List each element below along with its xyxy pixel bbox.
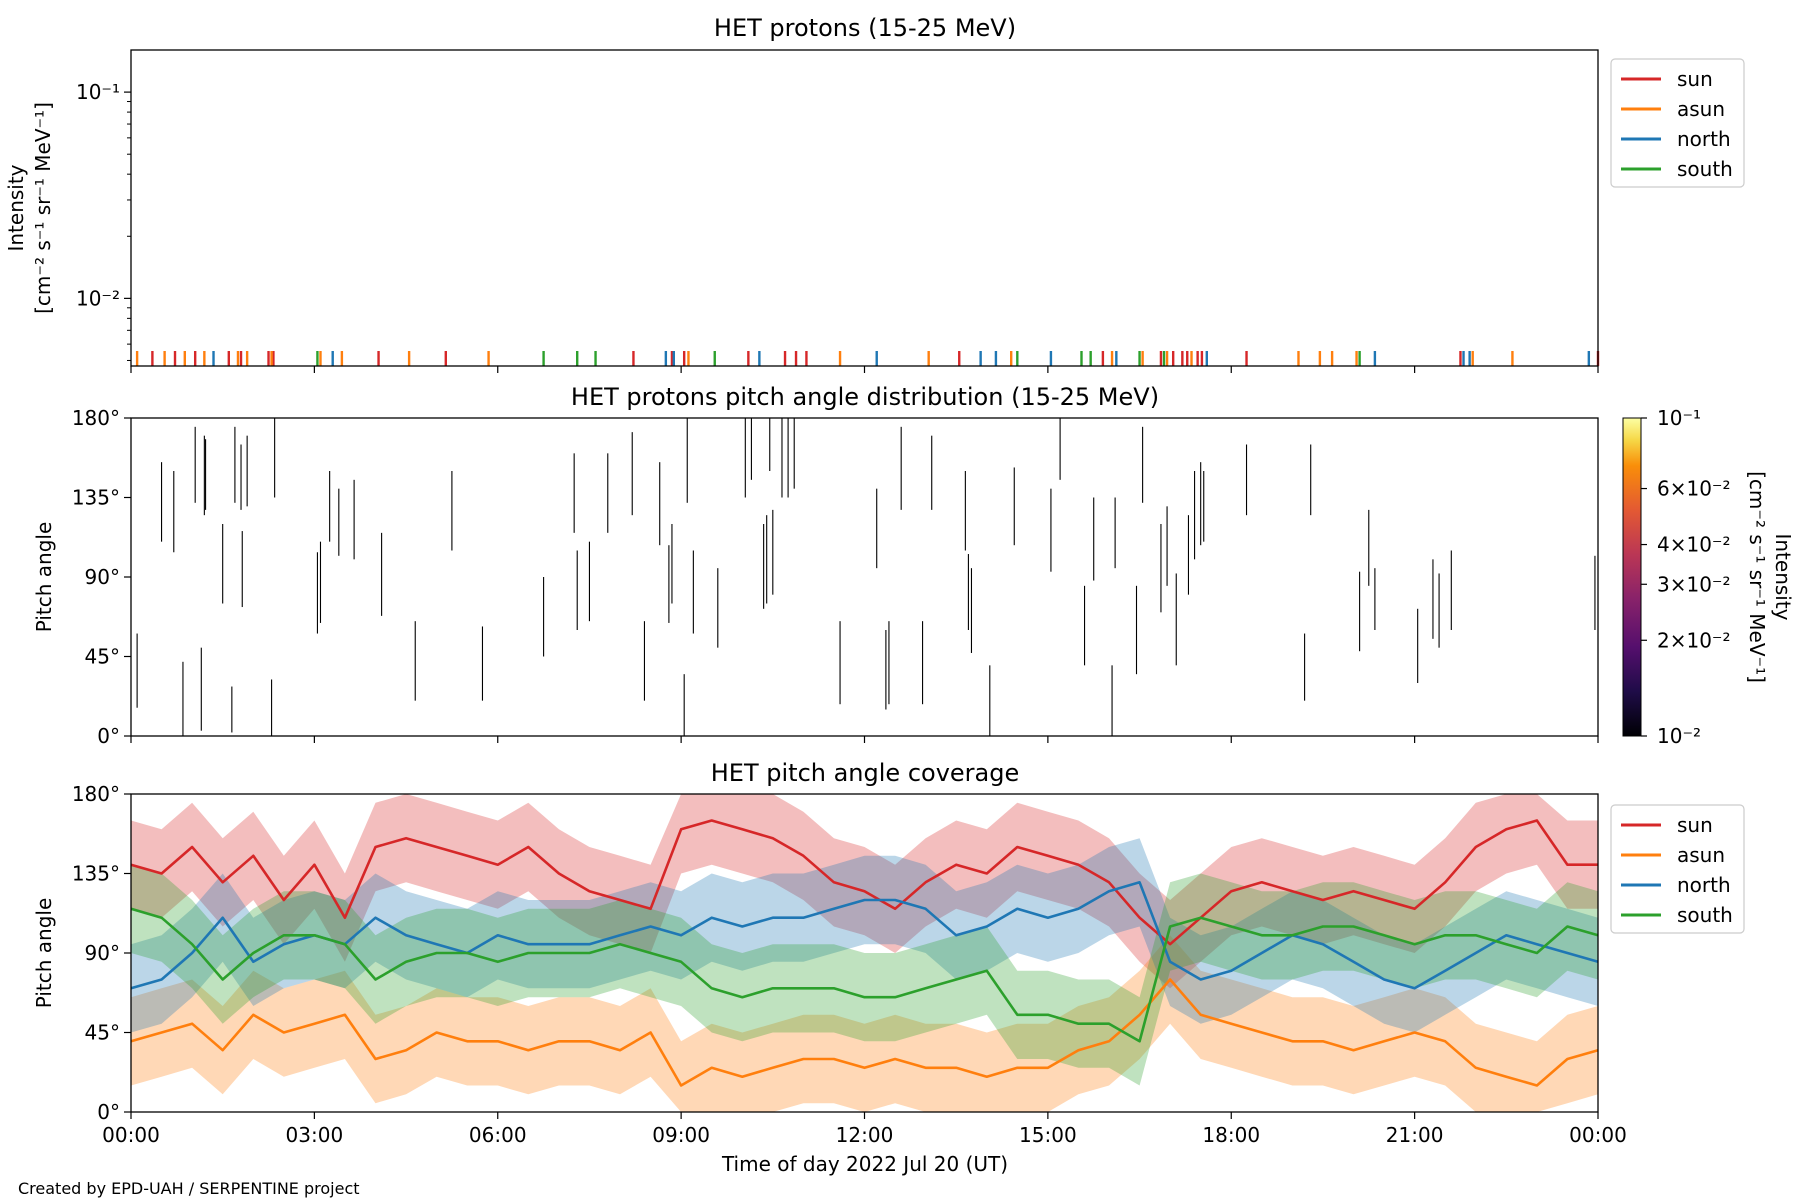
legend-label-asun: asun (1677, 97, 1725, 121)
y-tick-label: 0° (97, 1100, 120, 1124)
panel3-ylabel: Pitch angle (32, 898, 56, 1009)
coverage-line-sun (130, 819, 1598, 946)
legend-box (1610, 804, 1745, 934)
panel3-title: HET pitch angle coverage (711, 759, 1019, 787)
y-tick-label: 0° (97, 724, 120, 748)
legend-label-north: north (1677, 127, 1731, 151)
panel2-title: HET protons pitch angle distribution (15… (571, 383, 1159, 411)
y-tick-label: 10⁻¹ (76, 80, 120, 104)
y-tick-label: 90° (85, 565, 120, 589)
panel1-legend: sun asun north south (1610, 58, 1745, 188)
legend-label-north: north (1677, 873, 1731, 897)
panel1-plot-area (135, 351, 1600, 366)
colorbar-tick-label: 10⁻² (1657, 724, 1701, 748)
coverage-line-south (130, 907, 1599, 1043)
y-tick-label: 180° (72, 406, 120, 430)
panel2-plot-area (136, 418, 1596, 736)
colorbar-label-line2: [cm⁻² s⁻¹ sr⁻¹ MeV⁻¹] (1745, 471, 1769, 683)
x-tick-label: 18:00 (1202, 1123, 1260, 1147)
colorbar: 10⁻¹ 6×10⁻² 4×10⁻² 3×10⁻² 2×10⁻² 10⁻² Intensi… (1622, 406, 1795, 748)
x-tick-label: 09:00 (652, 1123, 710, 1147)
x-tick-label: 12:00 (836, 1123, 894, 1147)
legend-label-sun: sun (1677, 813, 1713, 837)
panel2-y-axis: 0° 45° 90° 135° 180° (72, 406, 131, 748)
colorbar-tick-label: 4×10⁻² (1657, 533, 1731, 557)
x-tick-label: 00:00 (1569, 1123, 1627, 1147)
panel1-y-axis: 10⁻¹ 10⁻² (76, 80, 131, 361)
credit-text: Created by EPD-UAH / SERPENTINE project (18, 1179, 360, 1198)
coverage-band-north (131, 838, 1598, 1033)
panel1-ylabel-line2: [cm⁻² s⁻¹ sr⁻¹ MeV⁻¹] (31, 102, 55, 314)
panel3-plot-area (130, 794, 1599, 1112)
colorbar-tick-label: 2×10⁻² (1657, 628, 1731, 652)
x-tick-label: 15:00 (1019, 1123, 1077, 1147)
panel1-ylabel-line1: Intensity (4, 164, 28, 251)
coverage-line-asun (130, 978, 1599, 1087)
legend-label-sun: sun (1677, 67, 1713, 91)
panel2-frame (130, 417, 1599, 737)
coverage-band-south (131, 864, 1598, 1086)
panel3-x-axis: 00:00 03:00 06:00 09:00 12:00 15:00 18:00 21:00… (102, 1112, 1627, 1147)
legend-label-south: south (1677, 903, 1733, 927)
pad-panel: HET protons pitch angle distribution (15… (32, 383, 1795, 748)
colorbar-tick-label: 6×10⁻² (1657, 477, 1731, 501)
panel1-frame (130, 49, 1599, 367)
x-tick-label: 06:00 (469, 1123, 527, 1147)
x-tick-label: 00:00 (102, 1123, 160, 1147)
colorbar-ticks: 10⁻¹ 6×10⁻² 4×10⁻² 3×10⁻² 2×10⁻² 10⁻² (1641, 406, 1731, 748)
y-tick-label: 90° (85, 941, 120, 965)
colorbar-tick-label: 3×10⁻² (1657, 572, 1731, 596)
panel3-legend: sun asun north south (1610, 804, 1745, 934)
coverage-panel: HET pitch angle coverage 0° 45° 90° 135° 180… (32, 759, 1745, 1176)
legend-box (1610, 58, 1745, 188)
panel1-title: HET protons (15-25 MeV) (714, 14, 1016, 42)
panel2-x-ticks (130, 736, 1599, 743)
y-tick-label: 135° (72, 486, 120, 510)
coverage-band-asun (131, 935, 1598, 1112)
y-tick-label: 135° (72, 862, 120, 886)
colorbar-label-line1: Intensity (1771, 533, 1795, 620)
x-tick-label: 03:00 (286, 1123, 344, 1147)
colorbar-tick-label: 10⁻¹ (1657, 406, 1701, 430)
legend-label-asun: asun (1677, 843, 1725, 867)
coverage-line-north (130, 880, 1599, 990)
panel2-ylabel: Pitch angle (32, 522, 56, 633)
y-tick-label: 180° (72, 782, 120, 806)
intensity-panel: HET protons (15-25 MeV) 10⁻¹ 10⁻² Intensi… (4, 14, 1745, 373)
panel1-x-ticks (130, 366, 1599, 373)
y-tick-label: 45° (85, 1021, 120, 1045)
x-tick-label: 21:00 (1386, 1123, 1444, 1147)
y-tick-label: 45° (85, 645, 120, 669)
x-axis-label: Time of day 2022 Jul 20 (UT) (721, 1152, 1008, 1176)
legend-label-south: south (1677, 157, 1733, 181)
y-tick-label: 10⁻² (76, 286, 120, 310)
panel3-y-axis: 0° 45° 90° 135° 180° (72, 782, 131, 1124)
colorbar-gradient (1622, 417, 1642, 737)
